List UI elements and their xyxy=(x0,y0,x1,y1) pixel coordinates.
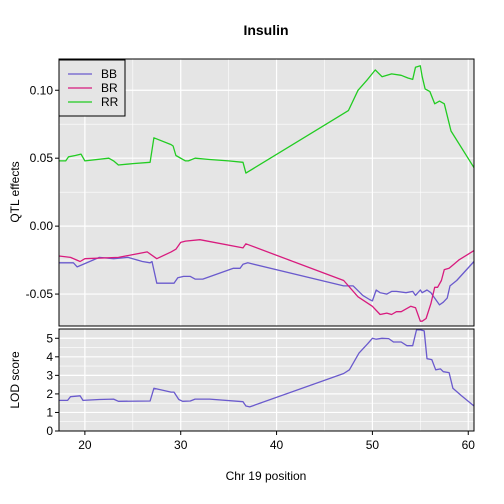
lod-panel: 0 1 2 3 4 5 20 30 40 50 60 LOD score Chr 19 posit… xyxy=(8,328,475,483)
lod-panel-background xyxy=(59,329,474,431)
lod-series xyxy=(59,329,475,408)
legend-label-bb: BB xyxy=(101,67,117,81)
x-tick-label: 60 xyxy=(462,438,476,452)
effects-panel-frame xyxy=(58,58,475,327)
effects-series-line-rr xyxy=(59,65,475,174)
x-tick-label: 30 xyxy=(174,438,188,452)
x-axis-label: Chr 19 position xyxy=(226,469,307,483)
x-tick-label: 40 xyxy=(270,438,284,452)
effects-gridlines xyxy=(59,59,474,326)
lod-y-tick-label: 3 xyxy=(46,368,53,382)
lod-y-tick-label: 0 xyxy=(46,424,53,438)
lod-y-tick-label: 5 xyxy=(46,331,53,345)
x-ticks: 20 30 40 50 60 xyxy=(78,431,475,452)
effects-series-line-bb xyxy=(59,256,475,306)
lod-y-tick-label: 4 xyxy=(46,350,53,364)
effects-y-tick-label: 0.10 xyxy=(30,83,54,97)
lod-y-axis-label: LOD score xyxy=(8,351,22,409)
lod-gridlines xyxy=(59,329,474,431)
legend-label-rr: RR xyxy=(101,95,119,109)
lod-y-tick-label: 2 xyxy=(46,387,53,401)
lod-panel-frame xyxy=(58,328,475,432)
effects-y-tick-label: 0.00 xyxy=(30,219,54,233)
lod-y-tick-label: 1 xyxy=(46,405,53,419)
lod-series-line-0 xyxy=(59,329,475,408)
legend-label-br: BR xyxy=(101,81,118,95)
x-tick-label: 20 xyxy=(78,438,92,452)
effects-panel-background xyxy=(59,59,474,326)
chart-title: Insulin xyxy=(243,22,288,38)
effects-y-axis-label: QTL effects xyxy=(8,161,22,222)
effects-y-tick-label: -0.05 xyxy=(26,287,54,301)
effects-series-line-br xyxy=(58,239,475,322)
effects-y-tick-label: 0.05 xyxy=(30,151,54,165)
lod-y-ticks: 0 1 2 3 4 5 xyxy=(46,331,59,438)
x-tick-label: 50 xyxy=(366,438,380,452)
effects-series xyxy=(58,65,475,322)
effects-y-ticks: -0.05 0.00 0.05 0.10 xyxy=(26,83,59,301)
